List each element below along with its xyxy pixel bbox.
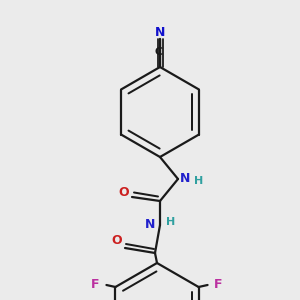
- Text: O: O: [119, 185, 129, 199]
- Text: O: O: [112, 235, 122, 248]
- Text: F: F: [214, 278, 223, 292]
- Text: C: C: [155, 47, 163, 57]
- Text: N: N: [155, 26, 165, 38]
- Text: F: F: [91, 278, 100, 292]
- Text: N: N: [180, 172, 190, 185]
- Text: H: H: [194, 176, 203, 186]
- Text: N: N: [145, 218, 155, 232]
- Text: H: H: [166, 217, 175, 227]
